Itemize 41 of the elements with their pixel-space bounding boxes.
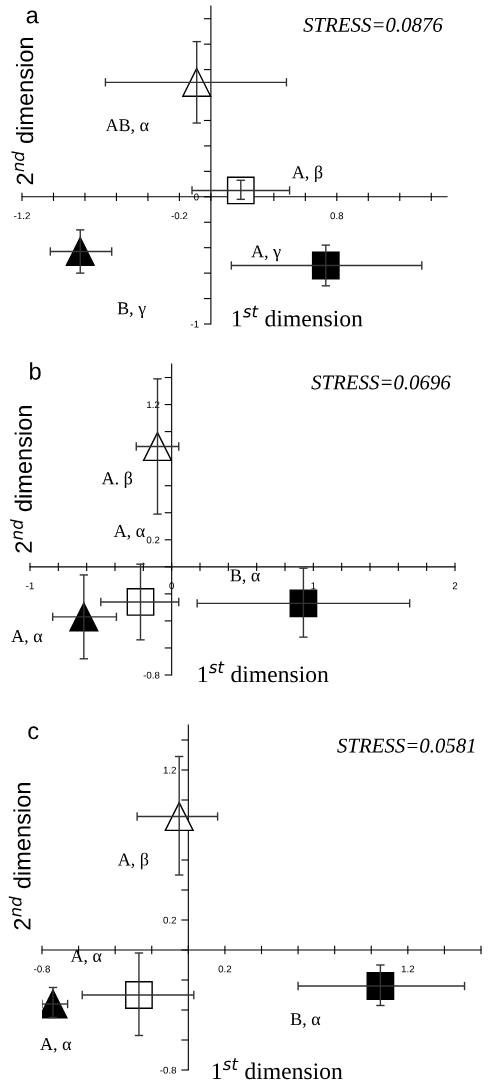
chart-title: b bbox=[30, 362, 41, 380]
x-axis-title: 1$^{st}$ dimension bbox=[232, 305, 363, 327]
y-axis-title: 2$^{nd}$ dimension bbox=[10, 406, 32, 553]
text: AB, α bbox=[105, 119, 149, 134]
text: B, α bbox=[290, 1013, 321, 1028]
annotation: STRESS=0.0876 bbox=[303, 17, 443, 32]
y-axis-title: 2$^{nd}$ dimension bbox=[8, 783, 31, 930]
x-tick-label: 2 bbox=[452, 582, 458, 590]
text: A, α bbox=[113, 524, 145, 540]
series-label: A. β bbox=[101, 471, 133, 489]
annotation: STRESS=0.0581 bbox=[337, 738, 475, 753]
series-label: A, β bbox=[117, 852, 149, 870]
x-tick-label: -1.2 bbox=[14, 212, 30, 220]
text: A, β bbox=[292, 165, 323, 183]
y-tick-label: 0.2 bbox=[163, 916, 177, 924]
y-tick-label: 0.2 bbox=[146, 536, 160, 544]
x-tick-label: 0.8 bbox=[330, 212, 344, 220]
point bbox=[289, 589, 318, 618]
y-tick-label: -0.8 bbox=[160, 1066, 177, 1074]
x-tick-label: 0.2 bbox=[218, 965, 232, 973]
x-tick-label: 1 bbox=[311, 582, 316, 590]
series-label: A, γ bbox=[251, 245, 281, 262]
annotation: STRESS=0.0696 bbox=[311, 375, 451, 390]
chart-title: c bbox=[28, 726, 39, 740]
y-tick-label: -0.8 bbox=[143, 671, 160, 679]
x-axis-title: 1$^{st}$ dimension bbox=[212, 1058, 343, 1080]
text: B, γ bbox=[117, 302, 146, 319]
series-label: A, α bbox=[11, 630, 43, 645]
x-axis-title: 1$^{st}$ dimension bbox=[198, 661, 329, 683]
point bbox=[226, 176, 255, 205]
y-tick-label: 1.2 bbox=[163, 766, 177, 774]
series-label: B, α bbox=[230, 569, 260, 585]
x-tick-label: 1.2 bbox=[401, 965, 415, 973]
x-tick-label: -0.2 bbox=[171, 212, 188, 220]
series-label: A, α bbox=[70, 949, 102, 965]
x-tick-label: -0.8 bbox=[34, 965, 50, 973]
series-label: A, α bbox=[40, 1038, 72, 1053]
x-tick-label: -1 bbox=[26, 582, 34, 590]
y-axis-title: 2$^{nd}$ dimension bbox=[11, 37, 34, 185]
point bbox=[311, 251, 340, 280]
chart-title: a bbox=[26, 10, 39, 24]
